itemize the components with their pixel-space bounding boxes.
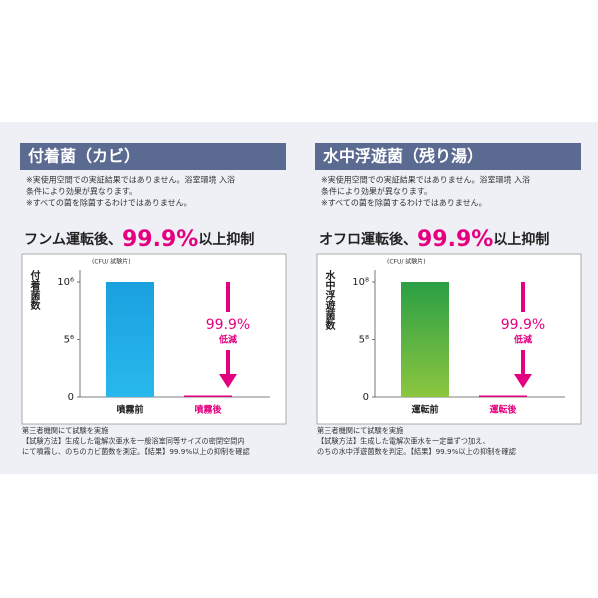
y-tick-label: 10⁸ — [352, 277, 369, 288]
x-tick-label: 運転後 — [489, 404, 517, 416]
y-tick-label: 0 — [68, 392, 74, 403]
annotation-value: 99.9% — [501, 317, 545, 333]
note: ※実使用空間での実証結果ではありません。浴室環境 入浴 — [26, 175, 235, 185]
bar — [184, 395, 232, 397]
footnote: 第三者機関にて試験を実施 — [22, 426, 108, 435]
bar — [479, 395, 527, 397]
unit-label: (CFU/ 試験片) — [387, 258, 426, 266]
headline: フンム運転後、99.9%以上抑制 — [24, 227, 254, 252]
y-tick-label: 0 — [363, 392, 369, 403]
note: ※すべての菌を除菌するわけではありません。 — [26, 198, 192, 208]
note: 条件により効果が異なります。 — [321, 186, 432, 196]
unit-label: (CFU/ 試験片) — [92, 258, 131, 266]
note: 条件により効果が異なります。 — [26, 186, 137, 196]
footnote: 【試験方法】生成した電解次亜水を一定量ずつ加え、 — [317, 437, 490, 446]
title-bar — [315, 143, 581, 170]
headline-part: 以上抑制 — [198, 231, 254, 248]
y-axis-label: 付着菌数 — [28, 269, 41, 311]
panel-title: 付着菌（カビ） — [28, 147, 140, 166]
note: ※すべての菌を除菌するわけではありません。 — [321, 198, 487, 208]
footnote: にて噴霧し、のちのカビ菌数を測定。【結果】99.9%以上の抑制を確認 — [22, 447, 250, 456]
x-tick-label: 噴霧前 — [116, 404, 143, 416]
footnote: 【試験方法】生成した電解次亜水を一般浴室同等サイズの密閉空間内 — [22, 437, 245, 446]
x-tick-label: 運転前 — [411, 404, 438, 416]
title-bar — [20, 143, 286, 170]
headline-part: オフロ運転後、 — [319, 231, 417, 248]
headline: オフロ運転後、99.9%以上抑制 — [319, 227, 549, 252]
bar — [106, 282, 154, 397]
note: ※実使用空間での実証結果ではありません。浴室環境 入浴 — [321, 175, 530, 185]
arrow-head — [219, 374, 237, 388]
panel-title: 水中浮遊菌（残り湯） — [323, 147, 483, 166]
annotation-value: 99.9% — [206, 317, 250, 333]
y-tick-label: 10⁶ — [57, 277, 74, 288]
annotation-text: 低減 — [513, 334, 532, 346]
bar — [401, 282, 449, 397]
x-tick-label: 噴霧後 — [194, 404, 222, 416]
headline-part: フンム運転後、 — [24, 231, 122, 248]
y-axis-label: 水中浮遊菌数 — [323, 269, 336, 331]
arrow-head — [514, 374, 532, 388]
headline-part: 以上抑制 — [493, 231, 549, 248]
footnote: のちの水中浮遊菌数を判定。【結果】99.9%以上の抑制を確認 — [317, 447, 516, 456]
y-tick-label: 5⁸ — [359, 335, 369, 346]
annotation-text: 低減 — [218, 334, 237, 346]
y-tick-label: 5⁶ — [64, 335, 74, 346]
headline-part: 99.9% — [122, 227, 198, 252]
headline-part: 99.9% — [417, 227, 493, 252]
footnote: 第三者機関にて試験を実施 — [317, 426, 403, 435]
